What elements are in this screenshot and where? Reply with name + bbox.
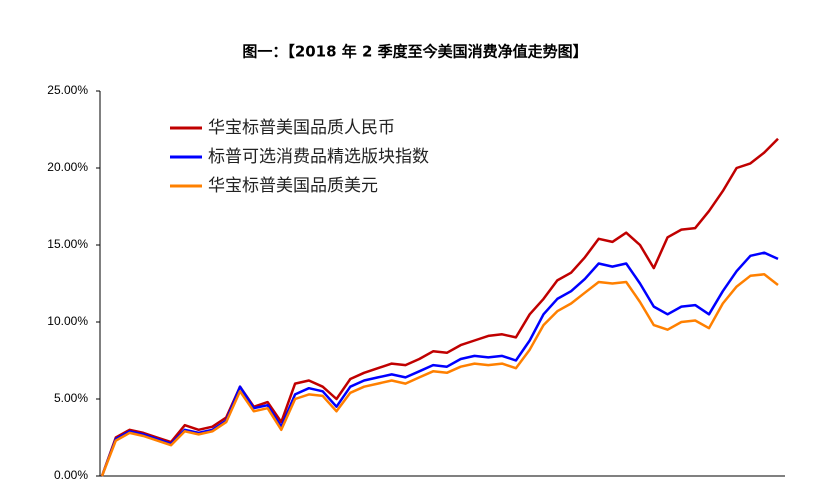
y-tick-label: 15.00% — [47, 237, 88, 251]
chart-title: 图一：【2018 年 2 季度至今美国消费净值走势图】 — [242, 43, 587, 61]
legend-label: 标普可选消费品精选版块指数 — [208, 147, 429, 167]
y-tick-label: 20.00% — [47, 160, 88, 174]
series-line — [100, 273, 779, 477]
legend-label: 华宝标普美国品质人民币 — [208, 118, 395, 138]
y-tick-label: 0.00% — [54, 468, 88, 481]
y-tick-label: 10.00% — [47, 314, 88, 328]
legend-label: 华宝标普美国品质美元 — [208, 176, 378, 196]
y-tick-label: 5.00% — [54, 391, 88, 405]
series-line — [100, 251, 779, 477]
series-line — [100, 137, 779, 477]
y-tick-label: 25.00% — [47, 83, 88, 97]
